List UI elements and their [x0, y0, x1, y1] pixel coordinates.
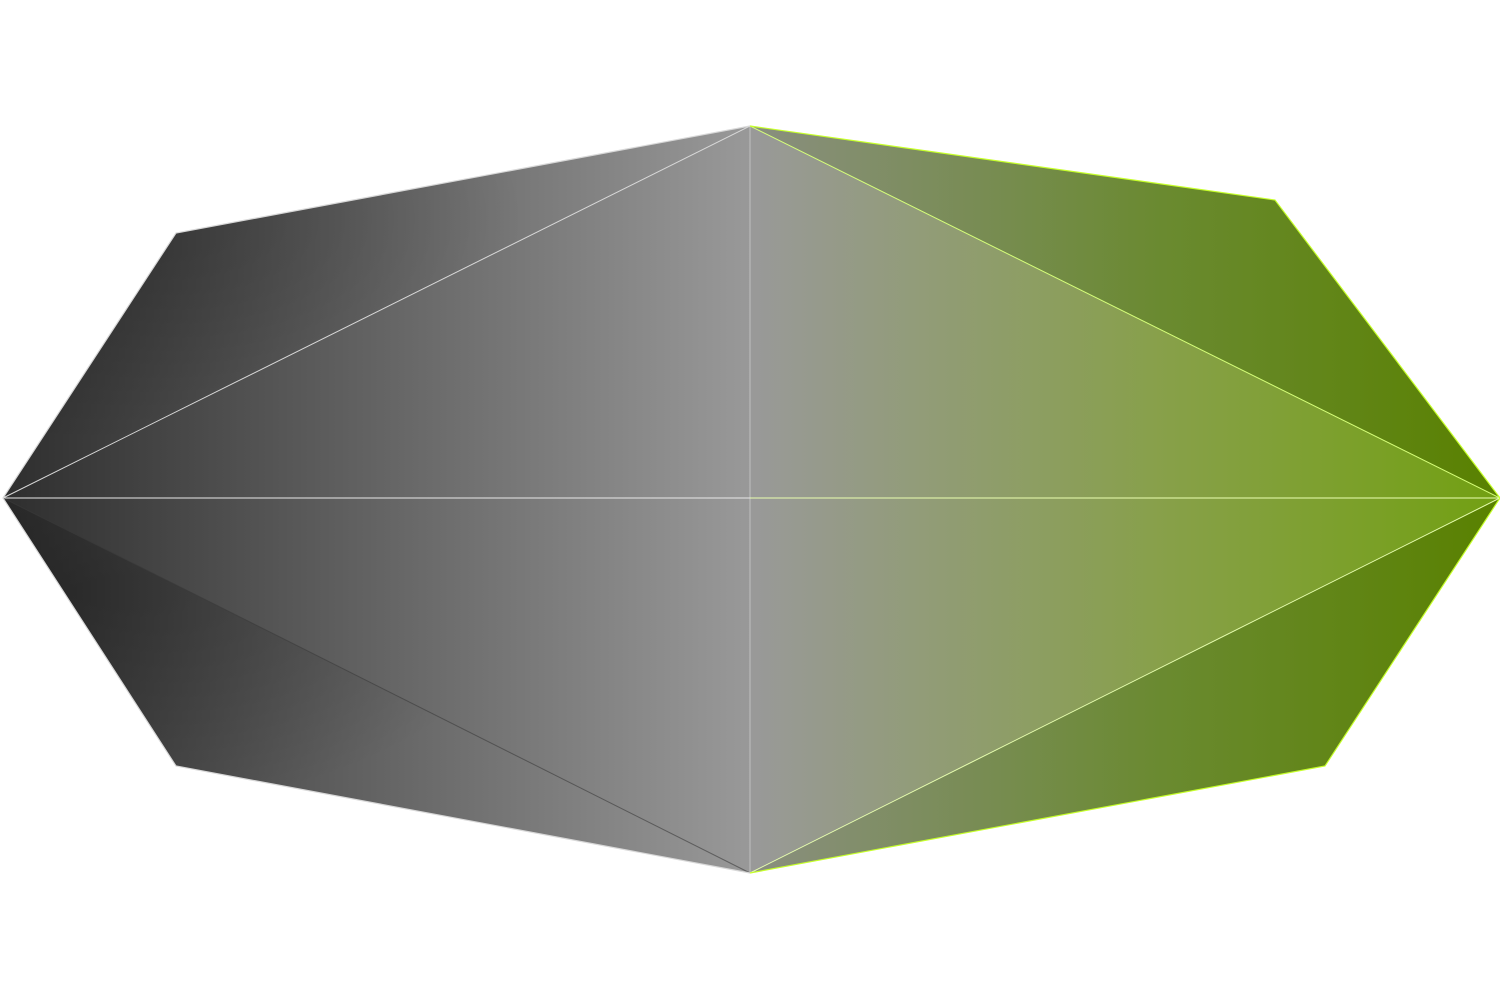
outline-right	[749, 125, 1500, 874]
facet-edges	[2, 125, 1500, 874]
outline-left	[2, 125, 751, 874]
